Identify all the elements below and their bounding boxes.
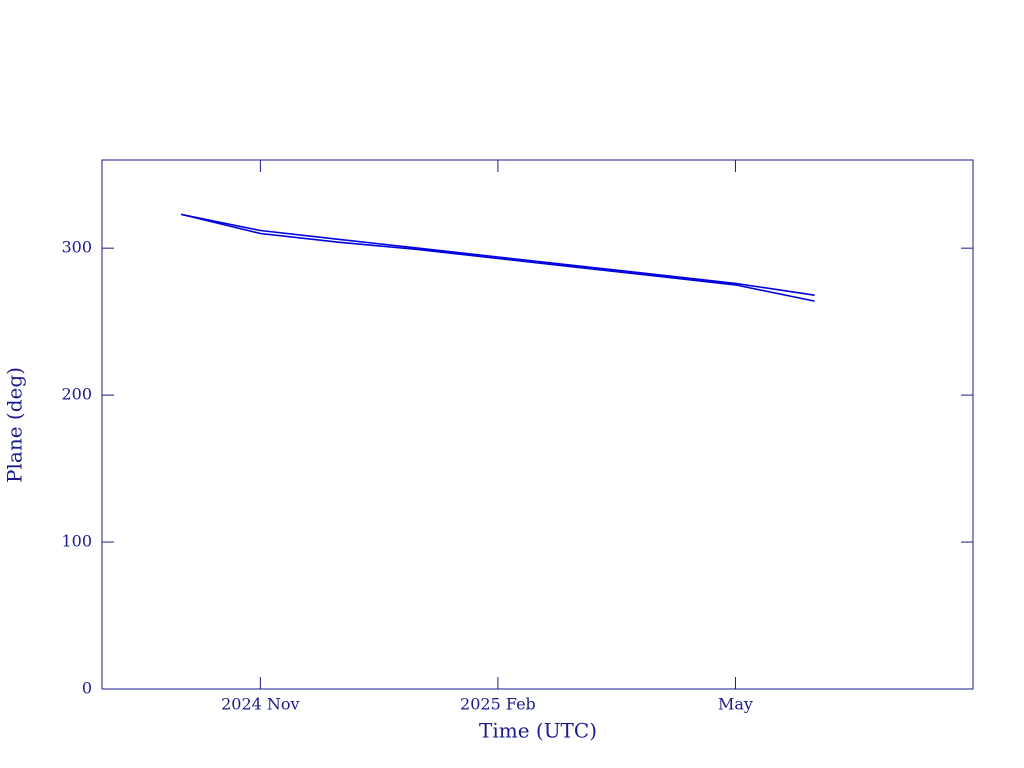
y-tick-label: 100 (61, 532, 92, 551)
y-tick-label: 200 (61, 385, 92, 404)
y-axis-title: Plane (deg) (3, 367, 27, 483)
series-line (181, 213, 815, 296)
series-line (181, 213, 815, 302)
x-axis-title: Time (UTC) (479, 719, 597, 743)
x-tick-label: 2024 Nov (221, 695, 299, 714)
y-tick-label: 300 (61, 238, 92, 257)
x-tick-label: 2025 Feb (460, 695, 536, 714)
plot-frame (101, 159, 974, 690)
x-tick-label: May (718, 695, 753, 714)
y-tick-label: 0 (82, 679, 92, 698)
